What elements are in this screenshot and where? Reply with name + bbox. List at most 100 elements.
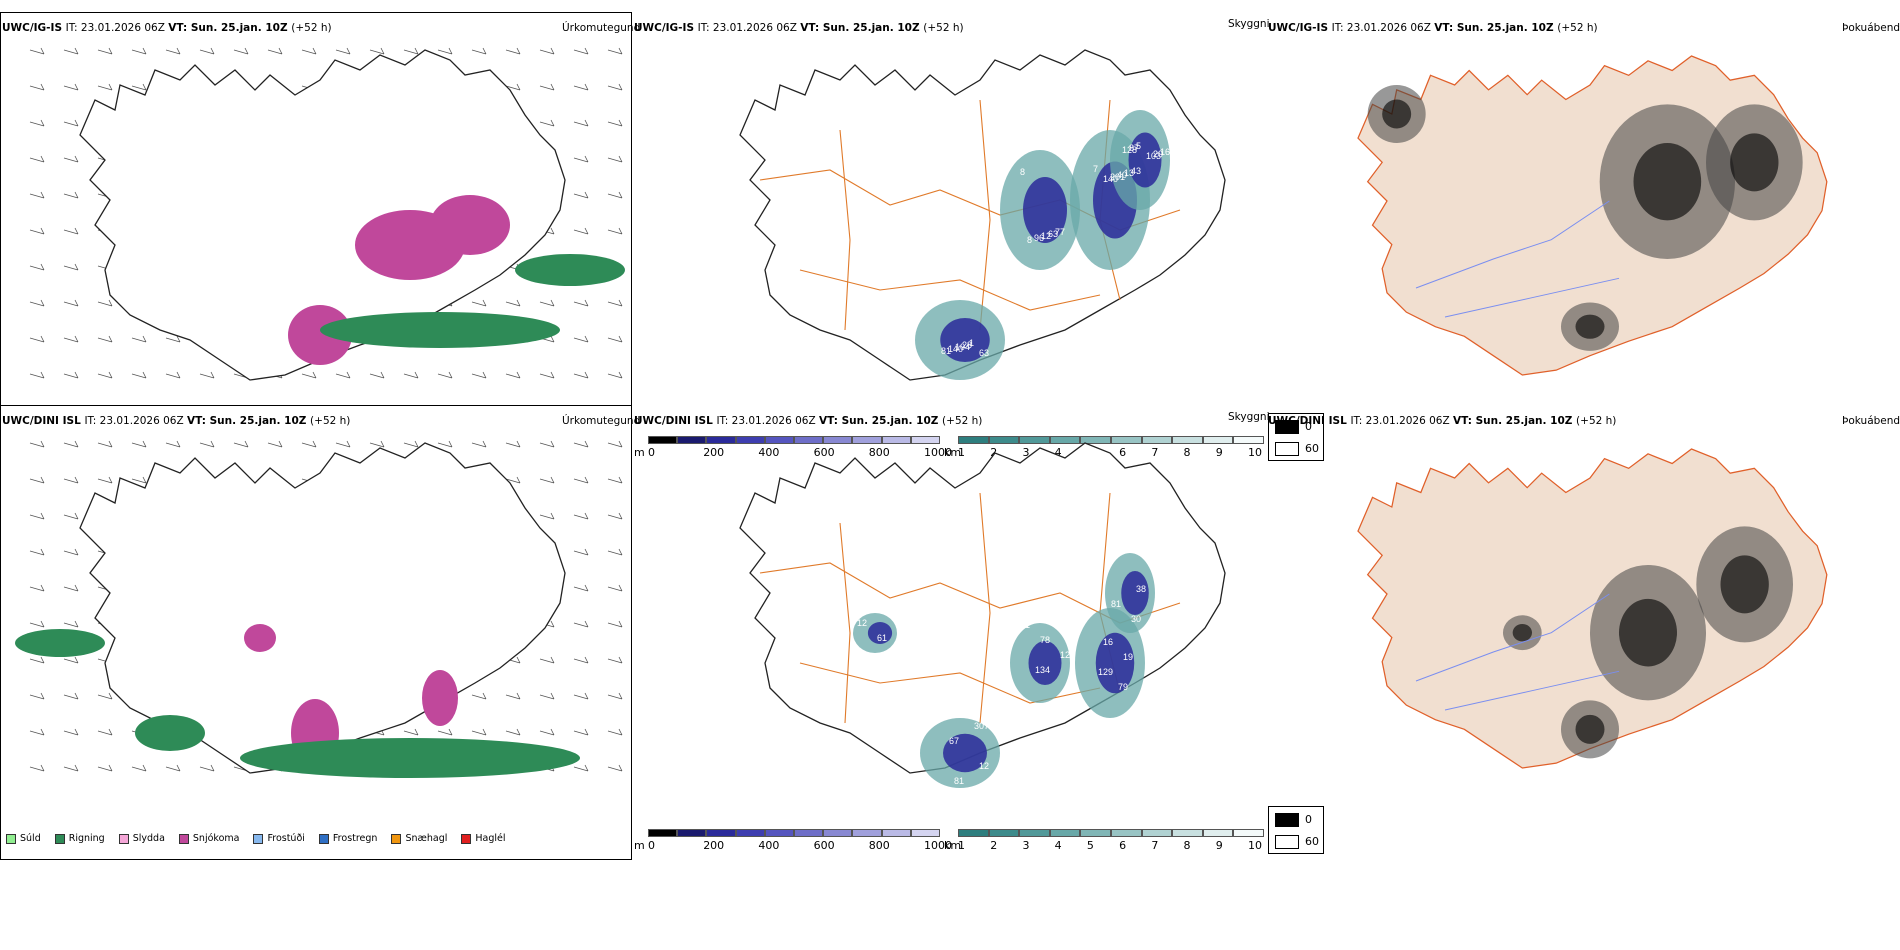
wind-barb — [573, 656, 589, 664]
wind-barb — [607, 512, 623, 520]
init-time: IT: 23.01.2026 06Z — [65, 22, 169, 34]
colorbar-cell — [823, 829, 853, 837]
precip-type-legend: Súld Rigning Slydda Snjókoma Frostúði Frostre… — [6, 833, 520, 844]
colorbar-tick: 4 — [1054, 446, 1062, 459]
cloud-base-label: 28 — [962, 340, 972, 350]
colorbar-cell — [910, 829, 940, 837]
wind-barb — [369, 47, 385, 55]
cloud-base-label: 128 — [1122, 145, 1137, 155]
wind-barb — [573, 47, 589, 55]
colorbar-cell — [988, 436, 1020, 444]
wind-barb — [97, 764, 113, 772]
legend-item-slydda: Slydda — [118, 833, 165, 844]
cloud-base-label: 63 — [1048, 229, 1058, 239]
cloud-base-area — [943, 733, 987, 773]
wind-barb — [607, 656, 623, 664]
legend-label: Súld — [20, 833, 41, 844]
wind-barb — [505, 440, 521, 448]
valid-time: VT: Sun. 25.jan. 10Z — [800, 22, 924, 34]
colorbar-cell — [988, 829, 1020, 837]
rain-area — [515, 254, 625, 286]
precip-type-title: Úrkomutegund — [562, 22, 641, 34]
colorbar-meters: m 0 200 400 600 800 1000 — [634, 436, 952, 466]
cloud-base-area — [1128, 132, 1162, 188]
wind-barb — [29, 119, 45, 127]
lead-time: (+52 h) — [310, 415, 351, 427]
wind-barb — [505, 83, 521, 91]
wind-barb — [607, 584, 623, 592]
visibility-key: 0 60 — [1268, 806, 1324, 854]
cloud-base-label: 81 — [1111, 599, 1121, 609]
wind-barb — [573, 476, 589, 484]
wind-barb — [573, 299, 589, 307]
cloud-base-label: 81 — [941, 346, 951, 356]
wind-barb — [165, 440, 181, 448]
wind-barb — [607, 620, 623, 628]
precip-type-map — [15, 440, 623, 778]
colorbar-unit: km — [944, 446, 962, 459]
colorbar-tick: 400 — [758, 839, 780, 852]
colorbar-cell — [648, 436, 678, 444]
colorbar-cell — [1202, 436, 1234, 444]
visibility-swatch — [1275, 420, 1299, 434]
cloud-base-label: 20 — [1153, 149, 1163, 159]
wind-barb — [29, 692, 45, 700]
wind-barb — [573, 371, 589, 379]
colorbar-tick: 2 — [990, 839, 998, 852]
colorbar-cell — [1080, 829, 1111, 837]
cloud-base-label: 19 — [1123, 652, 1133, 662]
legend-swatch — [391, 833, 402, 844]
cloud-base-area — [1023, 177, 1067, 243]
cloud-map: 8140103638201208196401631401213128104634… — [739, 49, 1226, 381]
fog-map — [1357, 448, 1828, 769]
cloud-base-label: 81 — [954, 776, 964, 786]
wind-barb — [63, 620, 79, 628]
cloud-base-area — [1095, 632, 1135, 694]
lead-time: (+52 h) — [1576, 415, 1617, 427]
lead-time: (+52 h) — [1557, 22, 1598, 34]
colorbar-tick: 1000 — [924, 446, 952, 459]
cloud-base-label: 96 — [1034, 233, 1044, 243]
legend-label: Snjókoma — [192, 833, 240, 844]
panel-header: UWC/DINI ISL IT: 23.01.2026 06Z VT: Sun.… — [2, 415, 350, 428]
colorbar-tick: 6 — [1119, 446, 1127, 459]
wind-barb — [63, 548, 79, 556]
forecast-row-ig-is: UWC/IG-IS IT: 23.01.2026 06Z VT: Sun. 25… — [0, 12, 1900, 467]
iceland-outline — [1357, 448, 1828, 769]
wind-barb — [63, 371, 79, 379]
colorbar-tick: 2 — [990, 446, 998, 459]
cloud-base-label: 134 — [1035, 665, 1050, 675]
precip-type-title: Úrkomutegund — [562, 415, 641, 427]
wind-barb — [573, 620, 589, 628]
wind-barb — [29, 512, 45, 520]
wind-barb — [437, 371, 453, 379]
wind-barb — [573, 692, 589, 700]
colorbar-tick: 7 — [1151, 839, 1159, 852]
colorbar-cell — [706, 829, 736, 837]
wind-barb — [607, 476, 623, 484]
legend-swatch — [253, 833, 264, 844]
wind-barb — [369, 440, 385, 448]
fog-area — [1575, 314, 1605, 339]
legend-item-frostúði: Frostúði — [253, 833, 305, 844]
cloud-base-label: 12 — [979, 761, 989, 771]
wind-barb — [573, 83, 589, 91]
legend-swatch — [318, 833, 329, 844]
wind-barb — [471, 299, 487, 307]
wind-barb — [505, 47, 521, 55]
init-time: IT: 23.01.2026 06Z — [84, 415, 188, 427]
colorbar-cell — [958, 829, 989, 837]
visibility-label: 60 — [1305, 835, 1319, 848]
wind-barb — [131, 335, 147, 343]
wind-barb — [607, 155, 623, 163]
wind-barb — [471, 692, 487, 700]
colorbar-tick: 0 — [648, 839, 655, 852]
colorbar-unit: m — [634, 839, 645, 852]
colorbar-cell — [1141, 829, 1173, 837]
colorbar-tick: 600 — [813, 839, 835, 852]
roads — [759, 492, 1181, 724]
valid-time: VT: Sun. 25.jan. 10Z — [187, 415, 311, 427]
legend-item-snæhagl: Snæhagl — [391, 833, 447, 844]
colorbar-cell — [1141, 436, 1173, 444]
cloud-base-label: 104 — [955, 342, 970, 352]
